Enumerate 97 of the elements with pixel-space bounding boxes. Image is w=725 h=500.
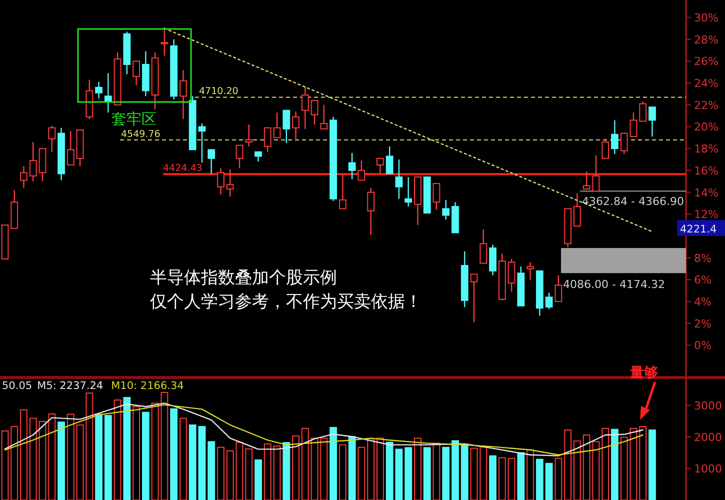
- y-tick-label: 8%: [694, 252, 712, 265]
- y-tick-label: 28%: [694, 33, 718, 46]
- bar: [432, 442, 440, 500]
- bar: [282, 442, 290, 500]
- bar: [76, 424, 84, 500]
- y-tick-label: 6%: [694, 274, 712, 287]
- annotation: 套牢区: [112, 110, 156, 128]
- bar: [95, 414, 102, 500]
- y-tick-label: 26%: [694, 55, 718, 68]
- bar: [114, 400, 122, 500]
- bar: [188, 424, 196, 500]
- bar: [20, 409, 28, 500]
- annotation: 4362.84 - 4366.90: [582, 195, 684, 208]
- bar: [630, 428, 638, 500]
- bar: [245, 448, 253, 500]
- bar: [310, 438, 318, 500]
- y-tick-label: 0%: [694, 339, 712, 352]
- bar: [348, 436, 356, 500]
- series-label: M5: 2237.24: [37, 380, 104, 392]
- bar: [536, 458, 544, 500]
- y-tick-label: 30%: [694, 11, 718, 24]
- bar: [442, 446, 450, 500]
- bar: [480, 446, 488, 500]
- bar: [338, 444, 346, 500]
- annotation: 4086.00 - 4174.32: [563, 278, 665, 291]
- bar: [620, 436, 628, 500]
- bar: [545, 462, 553, 500]
- bar: [330, 426, 337, 500]
- bar: [648, 429, 656, 500]
- y-tick-label: 18%: [694, 142, 718, 156]
- bar: [358, 446, 366, 500]
- annotation: 50.05: [2, 380, 32, 392]
- y-tick-label: 16%: [694, 164, 718, 178]
- y-tick-label: 4%: [694, 296, 712, 309]
- bar: [452, 440, 459, 500]
- annotation: 4549.76: [121, 128, 160, 140]
- y-tick-label: 14%: [694, 186, 718, 200]
- bar: [376, 438, 384, 500]
- bar: [48, 413, 56, 500]
- bar: [292, 435, 300, 500]
- bar: [264, 443, 272, 500]
- bar: [395, 448, 403, 500]
- bar: [123, 397, 131, 500]
- bar: [132, 406, 140, 500]
- bar: [526, 449, 534, 500]
- bar: [142, 412, 150, 500]
- y-tick-label: 24%: [694, 77, 718, 90]
- bar: [217, 446, 224, 500]
- bar: [301, 428, 309, 500]
- bar: [208, 441, 216, 500]
- annotation: 半导体指数叠加个股示例: [150, 268, 337, 288]
- text: 4221.4: [680, 224, 718, 236]
- bar: [66, 414, 74, 500]
- annotation: 仅个人学习参考，不作为买卖依据！: [150, 292, 422, 312]
- bar: [470, 448, 478, 500]
- bar: [104, 414, 112, 500]
- bar: [320, 438, 328, 500]
- bar: [58, 422, 65, 500]
- bar: [517, 452, 525, 500]
- bar: [254, 459, 262, 500]
- bar: [423, 447, 431, 500]
- bar: [554, 458, 562, 500]
- bar: [29, 418, 37, 500]
- y-tick-label: 20%: [694, 120, 718, 134]
- bar: [367, 438, 375, 500]
- bar: [86, 392, 94, 500]
- bar: [180, 418, 187, 500]
- bar: [10, 426, 18, 500]
- y-tick-label: 1000: [694, 462, 722, 476]
- bar: [1, 430, 9, 500]
- bar: [170, 408, 178, 500]
- y-tick-label: 2000: [694, 430, 722, 444]
- series-label: M10: 2166.34: [111, 380, 184, 392]
- bar: [273, 446, 281, 500]
- bar: [639, 426, 647, 500]
- annotation: 4710.20: [199, 86, 238, 98]
- bar: [573, 440, 581, 500]
- bar: [404, 447, 412, 500]
- bar: [611, 428, 618, 500]
- bar: [386, 442, 394, 500]
- bar: [414, 438, 422, 500]
- y-tick-label: 22%: [694, 98, 718, 112]
- bar: [498, 457, 506, 500]
- bar: [460, 444, 468, 500]
- bar: [489, 455, 496, 500]
- y-tick-label: 3000: [694, 399, 722, 412]
- bar: [508, 458, 516, 500]
- bar: [602, 428, 610, 500]
- bar: [38, 420, 46, 500]
- bar: [564, 429, 572, 500]
- y-tick-label: 2%: [694, 317, 712, 330]
- bar: [226, 450, 234, 500]
- bar: [236, 442, 244, 500]
- annotation: 量够: [629, 365, 658, 381]
- y-tick-label: 12%: [694, 208, 718, 222]
- annotation: 4424.43: [163, 163, 202, 174]
- bar: [198, 426, 206, 500]
